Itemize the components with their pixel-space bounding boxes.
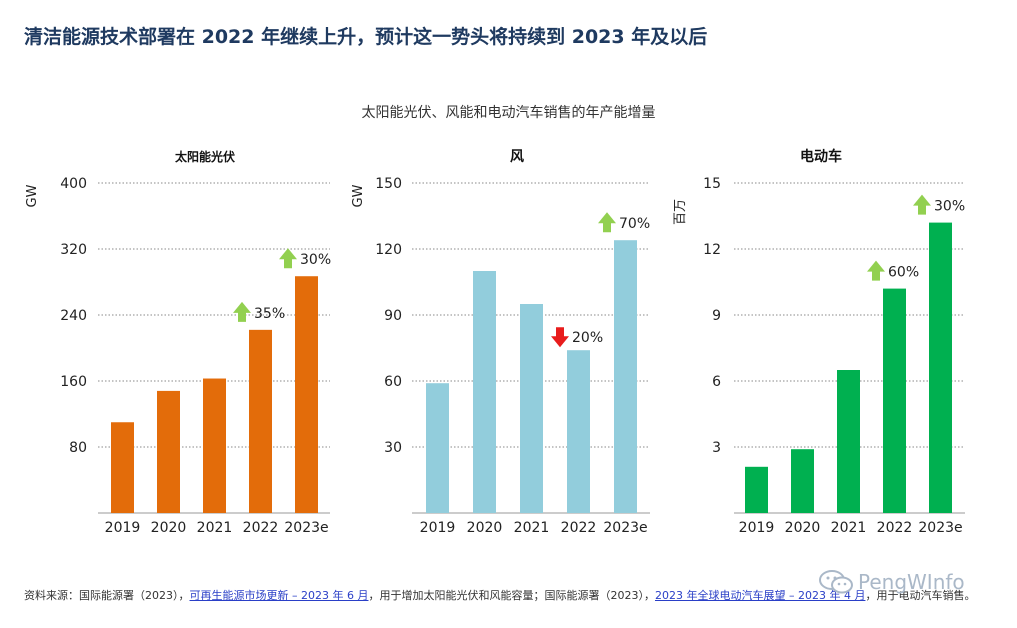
bar [203, 378, 226, 513]
growth-label: 20% [572, 330, 603, 346]
y-tick-label: 3 [712, 440, 721, 456]
bar [520, 304, 543, 513]
x-tick-label: 2023e [603, 520, 647, 536]
y-tick-label: 12 [703, 242, 721, 258]
source-link-ev-outlook[interactable]: 2023 年全球电动汽车展望 – 2023 年 4 月 [654, 589, 866, 602]
y-axis-label: GW [351, 184, 366, 207]
bar [295, 276, 318, 513]
bar [567, 350, 590, 513]
source-prefix: 资料来源：国际能源署（2023）， [24, 589, 190, 602]
growth-label: 30% [300, 252, 331, 268]
panel-title: 风 [510, 149, 524, 165]
x-tick-label: 2023e [918, 520, 962, 536]
growth-up-arrow-icon [913, 194, 931, 215]
x-tick-label: 2020 [151, 520, 187, 536]
source-note: 资料来源：国际能源署（2023），可再生能源市场更新 – 2023 年 6 月，… [24, 588, 999, 604]
x-tick-label: 2019 [420, 520, 456, 536]
y-tick-label: 9 [712, 308, 721, 324]
bar [837, 370, 860, 513]
x-tick-label: 2022 [243, 520, 279, 536]
growth-label: 35% [254, 306, 285, 322]
bar [426, 383, 449, 513]
x-tick-label: 2022 [877, 520, 913, 536]
page-title: 清洁能源技术部署在 2022 年继续上升，预计这一势头将持续到 2023 年及以… [24, 26, 708, 48]
y-tick-label: 400 [60, 176, 87, 192]
bar [111, 422, 134, 513]
x-tick-label: 2023e [284, 520, 328, 536]
growth-up-arrow-icon [598, 212, 616, 233]
y-tick-label: 60 [384, 374, 402, 390]
wechat-icon [819, 570, 853, 594]
bar [929, 222, 952, 513]
source-middle: ，用于增加太阳能光伏和风能容量；国际能源署（2023）， [368, 589, 655, 602]
x-tick-label: 2020 [467, 520, 503, 536]
chart-subtitle: 太阳能光伏、风能和电动汽车销售的年产能增量 [361, 105, 656, 121]
decline-down-arrow-icon [551, 327, 569, 348]
x-tick-label: 2020 [785, 520, 821, 536]
x-tick-label: 2019 [105, 520, 141, 536]
y-tick-label: 30 [384, 440, 402, 456]
growth-up-arrow-icon [867, 260, 885, 281]
charts-area: 太阳能光伏 GW 80 160 240 320 400 2019 2020 2021 2022 202… [25, 148, 965, 536]
x-tick-label: 2021 [514, 520, 550, 536]
y-tick-label: 120 [375, 242, 402, 258]
panel-title: 电动车 [800, 148, 842, 165]
y-axis-label: GW [25, 184, 40, 207]
y-tick-label: 90 [384, 308, 402, 324]
growth-label: 30% [934, 199, 965, 215]
y-tick-label: 80 [69, 440, 87, 456]
bar [745, 466, 768, 513]
x-tick-label: 2021 [831, 520, 867, 536]
bar [157, 390, 180, 513]
watermark-text: PengWInfo [858, 570, 965, 594]
y-tick-label: 160 [60, 374, 87, 390]
bar [249, 329, 272, 513]
bar [614, 240, 637, 513]
x-tick-label: 2019 [739, 520, 775, 536]
bar [791, 449, 814, 513]
y-tick-label: 15 [703, 176, 721, 192]
y-tick-label: 320 [60, 242, 87, 258]
y-axis-label: 百万 [673, 199, 688, 225]
bar [883, 288, 906, 513]
panel-title: 太阳能光伏 [175, 149, 235, 164]
bar [473, 271, 496, 513]
growth-label: 60% [888, 265, 919, 281]
source-suffix: ，用于电动汽车销售。 [865, 589, 976, 602]
x-tick-label: 2021 [197, 520, 233, 536]
x-tick-label: 2022 [561, 520, 597, 536]
source-link-renewables[interactable]: 可再生能源市场更新 – 2023 年 6 月 [189, 589, 369, 602]
y-tick-label: 6 [712, 374, 721, 390]
y-tick-label: 150 [375, 176, 402, 192]
y-tick-label: 240 [60, 308, 87, 324]
growth-label: 70% [619, 216, 650, 232]
growth-up-arrow-icon [279, 248, 297, 269]
growth-up-arrow-icon [233, 301, 251, 322]
watermark: PengWInfo [818, 568, 998, 596]
